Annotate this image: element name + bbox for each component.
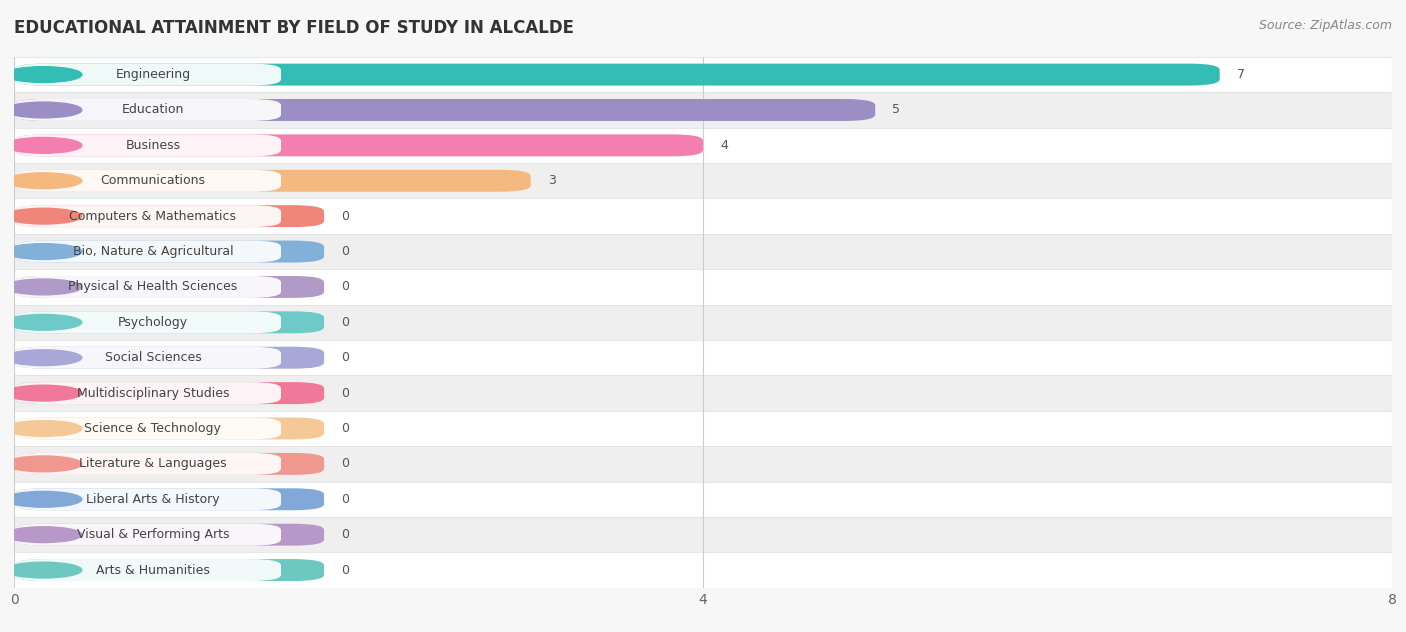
FancyBboxPatch shape xyxy=(14,135,703,156)
Circle shape xyxy=(6,386,82,401)
Circle shape xyxy=(6,244,82,259)
Bar xyxy=(14,269,1392,305)
FancyBboxPatch shape xyxy=(14,170,531,191)
FancyBboxPatch shape xyxy=(14,489,325,510)
Text: 0: 0 xyxy=(342,245,349,258)
Circle shape xyxy=(6,67,82,82)
Circle shape xyxy=(6,350,82,365)
Circle shape xyxy=(6,138,82,153)
Text: Social Sciences: Social Sciences xyxy=(104,351,201,364)
Text: 4: 4 xyxy=(720,139,728,152)
FancyBboxPatch shape xyxy=(14,524,325,545)
FancyBboxPatch shape xyxy=(14,205,281,227)
Circle shape xyxy=(6,315,82,330)
Text: Visual & Performing Arts: Visual & Performing Arts xyxy=(77,528,229,541)
Circle shape xyxy=(6,492,82,507)
Bar xyxy=(14,163,1392,198)
Bar xyxy=(14,411,1392,446)
Text: Computers & Mathematics: Computers & Mathematics xyxy=(69,210,236,222)
Circle shape xyxy=(6,102,82,118)
Text: EDUCATIONAL ATTAINMENT BY FIELD OF STUDY IN ALCALDE: EDUCATIONAL ATTAINMENT BY FIELD OF STUDY… xyxy=(14,19,574,37)
FancyBboxPatch shape xyxy=(14,241,325,262)
Bar xyxy=(14,234,1392,269)
Bar xyxy=(14,57,1392,92)
Bar xyxy=(14,92,1392,128)
FancyBboxPatch shape xyxy=(14,135,281,156)
FancyBboxPatch shape xyxy=(14,276,325,298)
Text: Bio, Nature & Agricultural: Bio, Nature & Agricultural xyxy=(73,245,233,258)
Text: 0: 0 xyxy=(342,493,349,506)
FancyBboxPatch shape xyxy=(14,276,281,298)
FancyBboxPatch shape xyxy=(14,99,281,121)
Text: Business: Business xyxy=(125,139,180,152)
Bar xyxy=(14,517,1392,552)
FancyBboxPatch shape xyxy=(14,559,281,581)
Text: 5: 5 xyxy=(893,104,900,116)
Text: 7: 7 xyxy=(1237,68,1244,81)
FancyBboxPatch shape xyxy=(14,418,281,439)
Text: 0: 0 xyxy=(342,458,349,470)
Bar xyxy=(14,482,1392,517)
Text: Source: ZipAtlas.com: Source: ZipAtlas.com xyxy=(1258,19,1392,32)
Text: 0: 0 xyxy=(342,387,349,399)
Bar xyxy=(14,198,1392,234)
Bar xyxy=(14,446,1392,482)
Text: 0: 0 xyxy=(342,316,349,329)
FancyBboxPatch shape xyxy=(14,347,325,368)
Text: Liberal Arts & History: Liberal Arts & History xyxy=(86,493,219,506)
Text: Engineering: Engineering xyxy=(115,68,190,81)
Text: 0: 0 xyxy=(342,422,349,435)
FancyBboxPatch shape xyxy=(14,312,281,333)
FancyBboxPatch shape xyxy=(14,170,281,191)
Text: Physical & Health Sciences: Physical & Health Sciences xyxy=(69,281,238,293)
Circle shape xyxy=(6,456,82,471)
Bar xyxy=(14,128,1392,163)
FancyBboxPatch shape xyxy=(14,64,281,85)
Text: 0: 0 xyxy=(342,351,349,364)
Circle shape xyxy=(6,279,82,295)
Bar xyxy=(14,552,1392,588)
Bar xyxy=(14,340,1392,375)
FancyBboxPatch shape xyxy=(14,418,325,439)
FancyBboxPatch shape xyxy=(14,205,325,227)
Circle shape xyxy=(6,527,82,542)
Text: Arts & Humanities: Arts & Humanities xyxy=(96,564,209,576)
Text: Multidisciplinary Studies: Multidisciplinary Studies xyxy=(77,387,229,399)
Text: 0: 0 xyxy=(342,281,349,293)
Circle shape xyxy=(6,173,82,188)
FancyBboxPatch shape xyxy=(14,489,281,510)
Text: 0: 0 xyxy=(342,210,349,222)
Text: 3: 3 xyxy=(548,174,555,187)
FancyBboxPatch shape xyxy=(14,241,281,262)
FancyBboxPatch shape xyxy=(14,382,325,404)
FancyBboxPatch shape xyxy=(14,453,325,475)
Text: Education: Education xyxy=(122,104,184,116)
FancyBboxPatch shape xyxy=(14,524,281,545)
Text: Science & Technology: Science & Technology xyxy=(84,422,221,435)
FancyBboxPatch shape xyxy=(14,453,281,475)
Circle shape xyxy=(6,421,82,436)
Text: Literature & Languages: Literature & Languages xyxy=(79,458,226,470)
Bar xyxy=(14,375,1392,411)
FancyBboxPatch shape xyxy=(14,99,875,121)
FancyBboxPatch shape xyxy=(14,312,325,333)
Text: 0: 0 xyxy=(342,528,349,541)
FancyBboxPatch shape xyxy=(14,347,281,368)
FancyBboxPatch shape xyxy=(14,559,325,581)
FancyBboxPatch shape xyxy=(14,382,281,404)
Text: 0: 0 xyxy=(342,564,349,576)
Text: Communications: Communications xyxy=(100,174,205,187)
Text: Psychology: Psychology xyxy=(118,316,188,329)
Circle shape xyxy=(6,562,82,578)
FancyBboxPatch shape xyxy=(14,64,1219,85)
Bar xyxy=(14,305,1392,340)
Circle shape xyxy=(6,209,82,224)
